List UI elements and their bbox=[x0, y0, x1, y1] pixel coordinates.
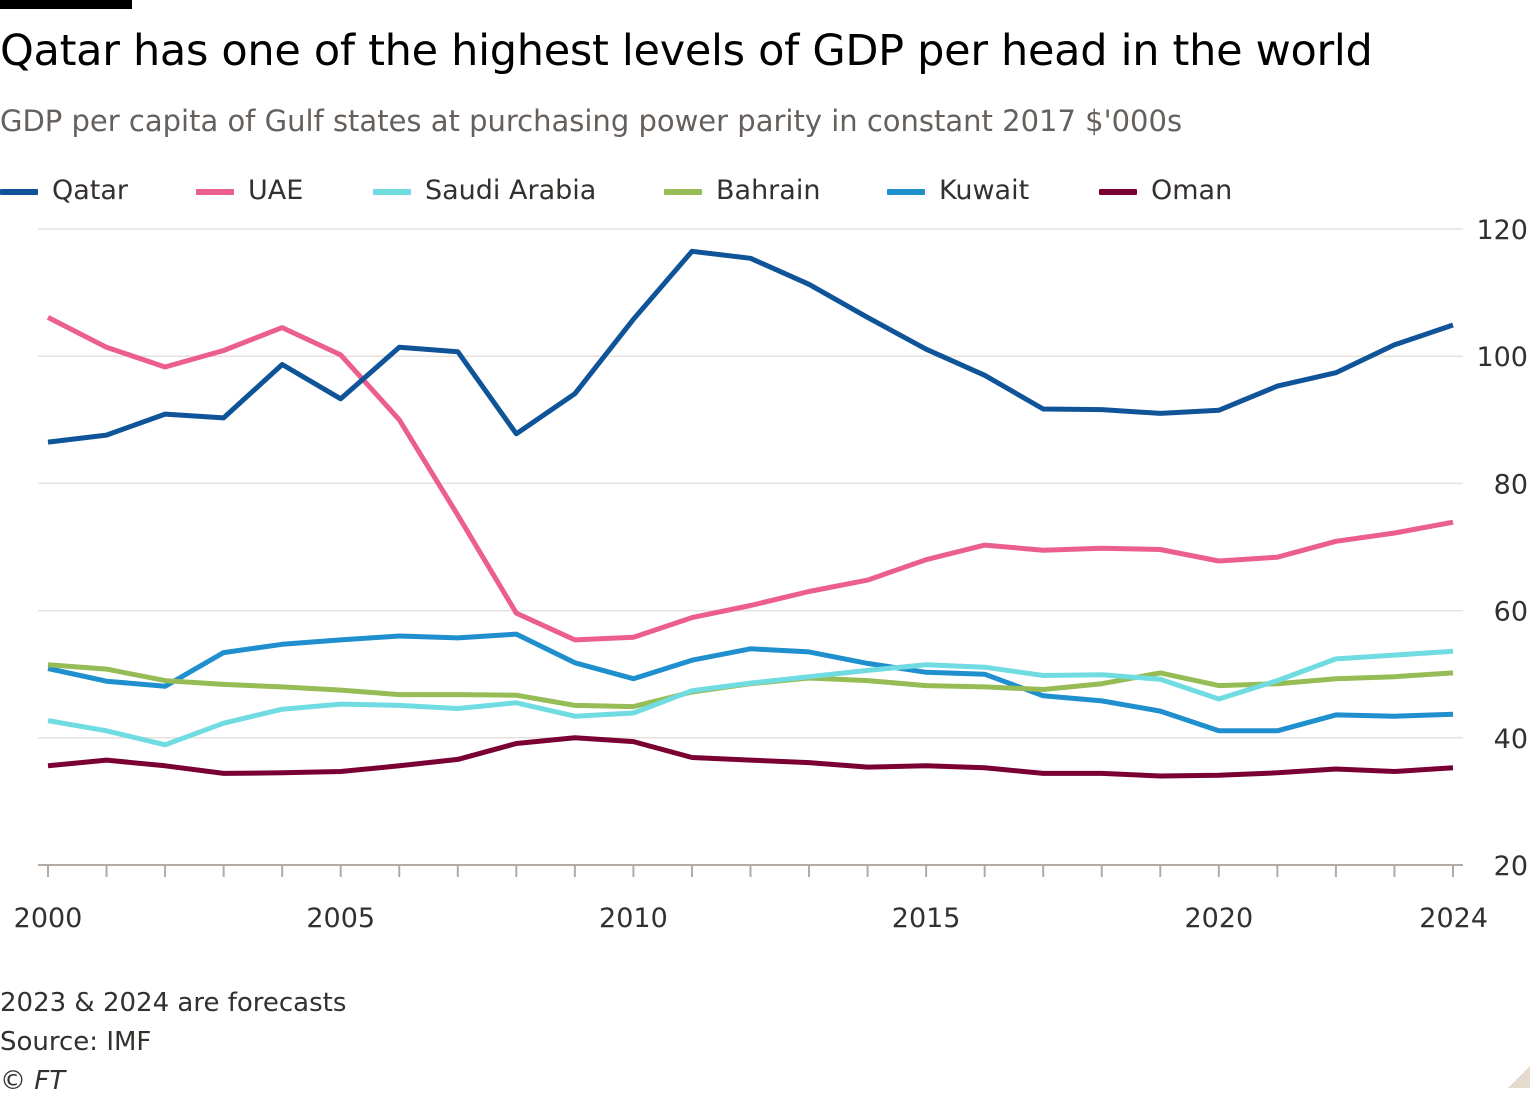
x-tick-label-2024: 2024 bbox=[1419, 903, 1488, 934]
y-tick-label-40: 40 bbox=[1494, 724, 1528, 755]
y-tick-label-120: 120 bbox=[1476, 215, 1528, 246]
legend-label-uae: UAE bbox=[248, 175, 304, 206]
series-lines bbox=[46, 248, 1454, 779]
forecast-note: 2023 & 2024 are forecasts bbox=[0, 988, 347, 1018]
legend-label-saudi-arabia: Saudi Arabia bbox=[425, 175, 597, 206]
legend-swatch-kuwait bbox=[887, 189, 925, 195]
brand-bar bbox=[0, 0, 132, 9]
y-tick-label-60: 60 bbox=[1494, 597, 1528, 628]
series-line-kuwait bbox=[47, 631, 1454, 734]
chart-title: Qatar has one of the highest levels of G… bbox=[0, 26, 1373, 76]
legend-label-kuwait: Kuwait bbox=[939, 175, 1030, 206]
y-tick-label-20: 20 bbox=[1494, 851, 1528, 882]
series-line-uae bbox=[46, 315, 1454, 643]
legend-swatch-oman bbox=[1099, 189, 1137, 195]
source-text: Source: IMF bbox=[0, 1027, 152, 1057]
legend-label-qatar: Qatar bbox=[52, 175, 129, 206]
line-chart: 2000 2005 2010 2015 2020 2024 20 40 60 80 100 120 bbox=[14, 215, 1528, 934]
y-axis: 20 40 60 80 100 120 bbox=[1476, 215, 1528, 882]
legend-swatch-uae bbox=[196, 189, 234, 195]
x-axis: 2000 2005 2010 2015 2020 2024 bbox=[14, 865, 1488, 934]
legend-swatch-bahrain bbox=[664, 189, 702, 195]
x-tick-label-2005: 2005 bbox=[306, 903, 375, 934]
footer: 2023 & 2024 are forecasts Source: IMF © … bbox=[0, 984, 346, 1101]
legend-swatch-qatar bbox=[0, 189, 38, 195]
copyright-text: © FT bbox=[0, 1066, 66, 1096]
x-tick-label-2010: 2010 bbox=[599, 903, 668, 934]
legend-label-bahrain: Bahrain bbox=[716, 175, 821, 206]
legend-swatch-saudi-arabia bbox=[373, 189, 411, 195]
legend-label-oman: Oman bbox=[1151, 175, 1233, 206]
y-tick-label-100: 100 bbox=[1476, 342, 1528, 373]
chart-subtitle: GDP per capita of Gulf states at purchas… bbox=[0, 104, 1183, 138]
series-line-qatar bbox=[47, 248, 1454, 445]
x-tick-label-2020: 2020 bbox=[1184, 903, 1253, 934]
series-line-oman bbox=[47, 735, 1454, 779]
corner-fold-icon bbox=[1508, 1066, 1530, 1088]
x-tick-label-2015: 2015 bbox=[892, 903, 961, 934]
series-line-bahrain bbox=[47, 662, 1454, 710]
series-line-saudi-arabia bbox=[47, 648, 1454, 748]
y-tick-label-80: 80 bbox=[1494, 469, 1528, 500]
gridlines bbox=[38, 228, 1463, 866]
x-tick-label-2000: 2000 bbox=[14, 903, 83, 934]
